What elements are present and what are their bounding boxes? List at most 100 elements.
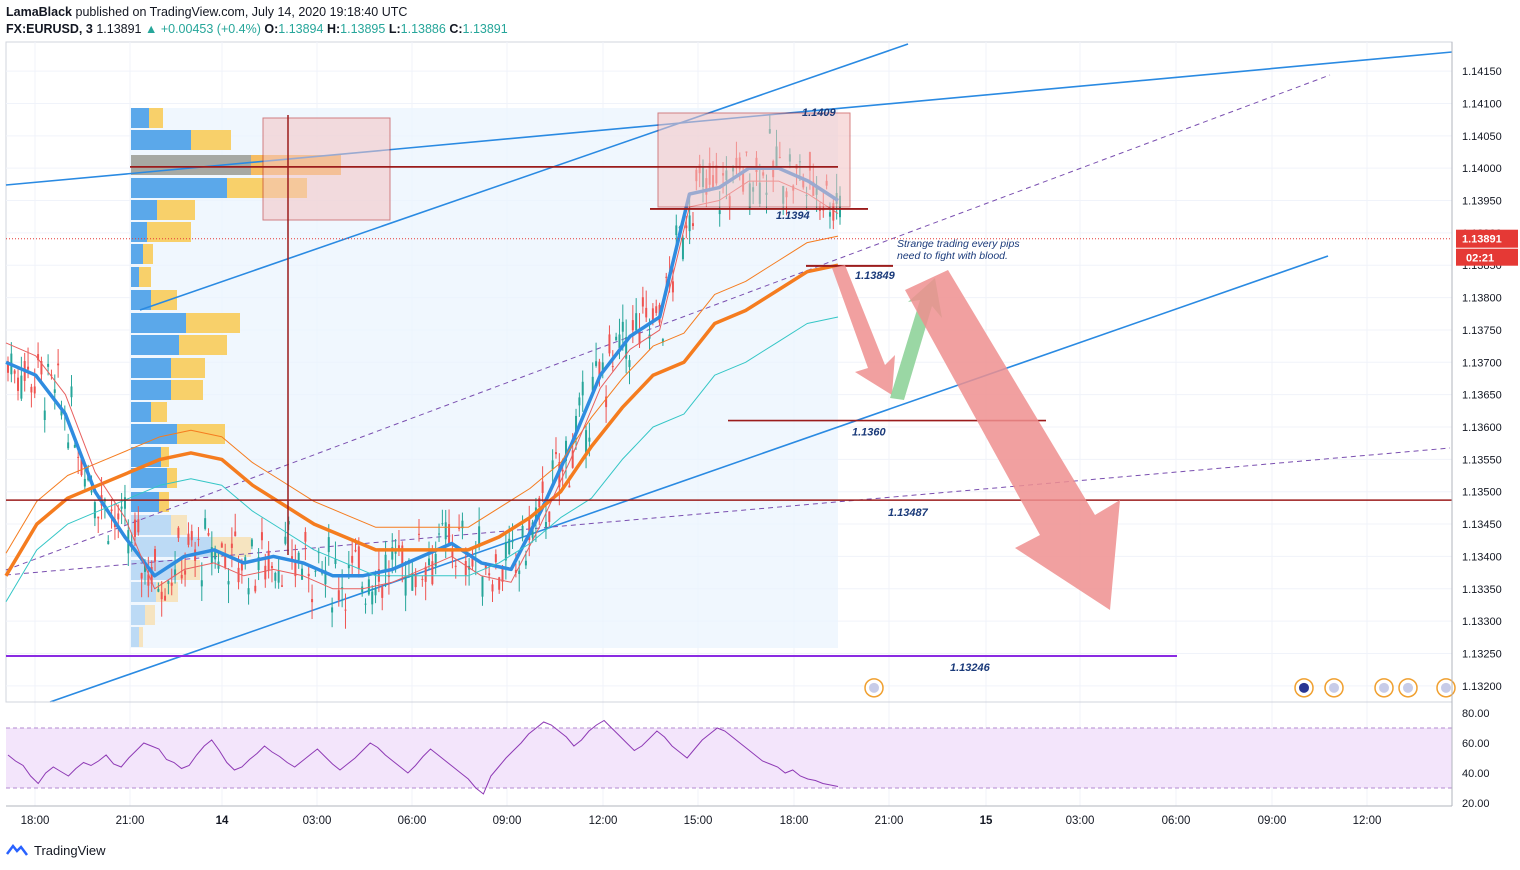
candle-body (671, 281, 674, 293)
candle-body (621, 321, 624, 332)
candle-body (207, 532, 210, 536)
candle-body (123, 497, 126, 509)
candle-body (190, 531, 193, 541)
candle-body (27, 366, 30, 370)
price-tick: 1.14050 (1462, 131, 1502, 143)
profile-bar-buy (131, 313, 186, 333)
tradingview-logo-icon[interactable] (6, 842, 28, 858)
candle-body (568, 485, 571, 488)
profile-bar-sell (186, 313, 240, 333)
candle-body (204, 518, 207, 529)
time-tick: 12:00 (1353, 815, 1382, 827)
candle-body (57, 363, 60, 366)
candle-body (143, 562, 146, 572)
rsi-band (6, 728, 1452, 788)
candle-body (254, 585, 257, 592)
candle-body (351, 555, 354, 563)
candle-body (357, 546, 360, 570)
candle-body (13, 370, 16, 374)
candle-body (50, 374, 53, 376)
candle-body (605, 396, 608, 408)
price-tick: 1.13950 (1462, 196, 1502, 208)
candle-body (264, 565, 267, 580)
candle-body (331, 607, 334, 613)
candle-body (80, 458, 83, 476)
profile-bar-buy (131, 200, 157, 220)
countdown-tag (1456, 248, 1518, 266)
candle-body (601, 362, 604, 372)
candle-body (428, 558, 431, 566)
dashed-channel-line (5, 447, 1451, 576)
profile-bar-sell (167, 468, 177, 488)
candle-body (160, 591, 163, 600)
profile-bar-sell (157, 200, 195, 220)
rsi-tick: 40.00 (1462, 768, 1490, 780)
candle-body (451, 551, 454, 558)
top-range-box (657, 112, 851, 208)
candle-body (591, 376, 594, 391)
candle-body (444, 522, 447, 540)
price-tick: 1.14150 (1462, 66, 1502, 78)
profile-bar-sell (149, 108, 163, 128)
time-tick: 18:00 (780, 815, 809, 827)
candle-body (33, 386, 36, 394)
candle-body (595, 361, 598, 366)
candle-body (685, 225, 688, 229)
candle-body (404, 576, 407, 596)
candle-body (431, 561, 434, 585)
candle-body (448, 524, 451, 544)
level-label: 1.13487 (888, 507, 929, 519)
level-label: 1.1409 (802, 107, 837, 119)
price-chart[interactable]: 1.1409 1.1394 1.13849 1.1360 1.13487 1.13246 S… (0, 0, 1520, 840)
candle-body (237, 567, 240, 583)
candle-body (538, 497, 541, 508)
candle-body (615, 336, 618, 341)
ma-slow-line (4, 263, 839, 577)
profile-bar-buy (131, 290, 151, 310)
profile-bar-sell (171, 515, 187, 535)
author-name[interactable]: LamaBlack (6, 5, 73, 19)
candle-body (424, 566, 427, 582)
time-tick: 21:00 (875, 815, 904, 827)
candle-body (147, 574, 150, 586)
candle-body (458, 527, 461, 529)
candle-body (561, 469, 564, 472)
footer-brand[interactable]: TradingView (34, 842, 106, 858)
time-tick: 03:00 (1066, 815, 1095, 827)
candle-body (554, 452, 557, 455)
profile-bar-buy (131, 468, 167, 488)
candle-body (93, 502, 96, 519)
flag-icon (1299, 682, 1309, 693)
symbol-label[interactable]: FX:EURUSD, 3 (6, 22, 93, 36)
candle-body (210, 547, 213, 564)
candle-body (651, 308, 654, 322)
candle-body (628, 360, 631, 368)
chart-header: LamaBlack published on TradingView.com, … (6, 4, 508, 38)
candle-body (311, 599, 314, 603)
price-change: ▲ +0.00453 (+0.4%) (144, 22, 261, 36)
candle-body (818, 209, 821, 211)
profile-bar-sell (179, 335, 227, 355)
candle-body (661, 339, 664, 343)
high-value: 1.13895 (340, 22, 386, 36)
candle-body (414, 574, 417, 588)
price-tick: 1.13700 (1462, 357, 1502, 369)
time-tick: 15 (980, 815, 993, 827)
candle-body (177, 527, 180, 538)
candle-body (471, 557, 474, 567)
flag-icon (869, 682, 879, 693)
candle-body (384, 554, 387, 571)
candle-body (688, 215, 691, 232)
candle-body (110, 509, 113, 512)
candle-body (611, 366, 614, 368)
candle-body (511, 541, 514, 543)
current-price-tag (1456, 229, 1518, 248)
profile-bar-sell (156, 582, 178, 602)
candle-body (301, 568, 304, 580)
candle-body (491, 584, 494, 592)
candle-body (117, 513, 120, 520)
profile-bar-buy (131, 244, 143, 264)
current-price-value: 1.13891 (1462, 234, 1502, 246)
resistance-box (262, 117, 391, 221)
candle-body (250, 539, 253, 547)
